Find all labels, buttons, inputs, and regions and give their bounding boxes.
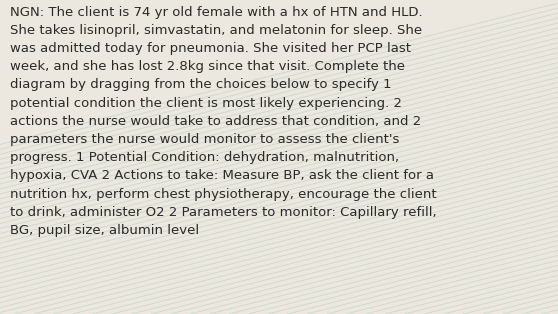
Text: NGN: The client is 74 yr old female with a hx of HTN and HLD.
She takes lisinopr: NGN: The client is 74 yr old female with…	[10, 6, 437, 237]
